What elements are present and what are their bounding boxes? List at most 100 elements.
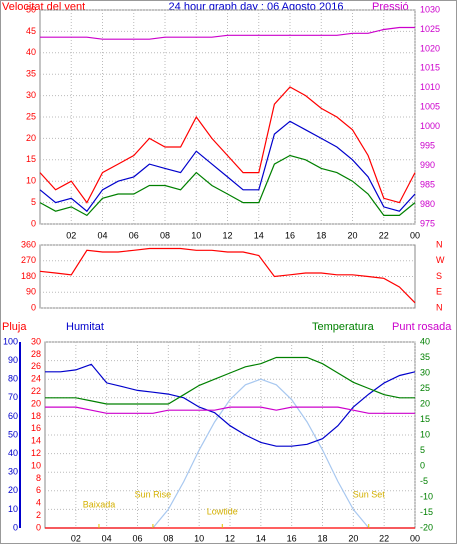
y2-tick-label: -10 [420, 491, 433, 501]
x-tick-label: 00 [410, 533, 420, 543]
y-tick-label: 90 [8, 355, 18, 365]
y3-tick-label: 18 [31, 411, 41, 421]
x-tick-label: 12 [222, 230, 232, 240]
series-line [40, 26, 415, 40]
y3-tick-label: 22 [31, 386, 41, 396]
y2-tick-label: 10 [420, 429, 430, 439]
y2-tick-label: -15 [420, 507, 433, 517]
y-tick-label: 25 [26, 111, 36, 121]
series-line [39, 120, 416, 213]
x-tick-label: 16 [287, 533, 297, 543]
y2-tick-label: W [436, 255, 445, 265]
y2-tick-label: 1025 [420, 24, 440, 34]
x-tick-label: 06 [129, 230, 139, 240]
annotation: Sun Rise [135, 489, 172, 499]
annotation: Lowtide [207, 506, 238, 516]
y-tick-label: 20 [8, 485, 18, 495]
y3-tick-label: 10 [31, 460, 41, 470]
y-tick-label: 70 [8, 392, 18, 402]
y-tick-label: 20 [26, 133, 36, 143]
annotation: Baixada [83, 499, 116, 509]
annotation: Sun Set [353, 489, 386, 499]
y-tick-label: 35 [26, 69, 36, 79]
y2-tick-label: 0 [420, 460, 425, 470]
series-line [39, 154, 416, 217]
x-tick-label: 18 [316, 230, 326, 240]
dewpoint-label: Punt rosada [392, 321, 452, 333]
y-tick-label: 270 [21, 255, 36, 265]
series-line [39, 247, 416, 304]
y2-tick-label: 35 [420, 352, 430, 362]
y2-tick-label: 1000 [420, 121, 440, 131]
series-line [45, 406, 415, 414]
y-tick-label: 15 [26, 154, 36, 164]
y-tick-label: 10 [26, 176, 36, 186]
x-tick-label: 04 [97, 230, 107, 240]
y-tick-label: 45 [26, 26, 36, 36]
y-tick-label: 90 [26, 287, 36, 297]
y2-tick-label: S [436, 271, 442, 281]
y-tick-label: 50 [8, 429, 18, 439]
y2-tick-label: 990 [420, 160, 435, 170]
y-tick-label: 0 [13, 522, 18, 532]
y-tick-label: 40 [8, 448, 18, 458]
x-tick-label: 14 [254, 230, 264, 240]
y-tick-label: 30 [8, 467, 18, 477]
y2-tick-label: 40 [420, 336, 430, 346]
x-tick-label: 16 [285, 230, 295, 240]
y3-tick-label: 28 [31, 349, 41, 359]
y2-tick-label: 30 [420, 367, 430, 377]
x-tick-label: 02 [71, 533, 81, 543]
y2-tick-label: N [436, 302, 443, 312]
y3-tick-label: 26 [31, 361, 41, 371]
series-line [45, 363, 416, 447]
y3-tick-label: 6 [36, 485, 41, 495]
y2-tick-label: E [436, 287, 442, 297]
y3-tick-label: 4 [36, 498, 41, 508]
x-tick-label: 04 [102, 533, 112, 543]
x-tick-label: 20 [347, 230, 357, 240]
x-tick-label: 10 [191, 230, 201, 240]
y-tick-label: 30 [26, 90, 36, 100]
y2-tick-label: 1030 [420, 4, 440, 14]
y2-tick-label: 1015 [420, 63, 440, 73]
x-tick-label: 10 [194, 533, 204, 543]
y2-tick-label: 1010 [420, 82, 440, 92]
x-tick-label: 08 [160, 230, 170, 240]
y-tick-label: 0 [31, 302, 36, 312]
temperature-label: Temperatura [312, 321, 375, 333]
y-tick-label: 5 [31, 197, 36, 207]
y3-tick-label: 2 [36, 510, 41, 520]
x-tick-label: 14 [256, 533, 266, 543]
y-tick-label: 0 [31, 218, 36, 228]
y3-tick-label: 8 [36, 473, 41, 483]
y2-tick-label: 25 [420, 383, 430, 393]
y3-tick-label: 30 [31, 336, 41, 346]
y-tick-label: 60 [8, 411, 18, 421]
y2-tick-label: 985 [420, 179, 435, 189]
y2-tick-label: 980 [420, 199, 435, 209]
y2-tick-label: 5 [420, 445, 425, 455]
y3-tick-label: 16 [31, 423, 41, 433]
x-tick-label: 20 [348, 533, 358, 543]
y3-tick-label: 24 [31, 374, 41, 384]
y2-tick-label: 20 [420, 398, 430, 408]
x-tick-label: 02 [66, 230, 76, 240]
y2-tick-label: 995 [420, 141, 435, 151]
y2-tick-label: 15 [420, 414, 430, 424]
y2-tick-label: 975 [420, 218, 435, 228]
y3-tick-label: 20 [31, 398, 41, 408]
y3-tick-label: 0 [36, 522, 41, 532]
humidity-label: Humitat [66, 321, 104, 333]
y2-tick-label: -20 [420, 522, 433, 532]
y2-tick-label: 1005 [420, 102, 440, 112]
y-tick-label: 360 [21, 239, 36, 249]
x-tick-label: 00 [410, 230, 420, 240]
x-tick-label: 08 [163, 533, 173, 543]
x-tick-label: 22 [379, 230, 389, 240]
y2-tick-label: N [436, 239, 443, 249]
y-tick-label: 80 [8, 374, 18, 384]
y3-tick-label: 14 [31, 436, 41, 446]
y-tick-label: 10 [8, 504, 18, 514]
